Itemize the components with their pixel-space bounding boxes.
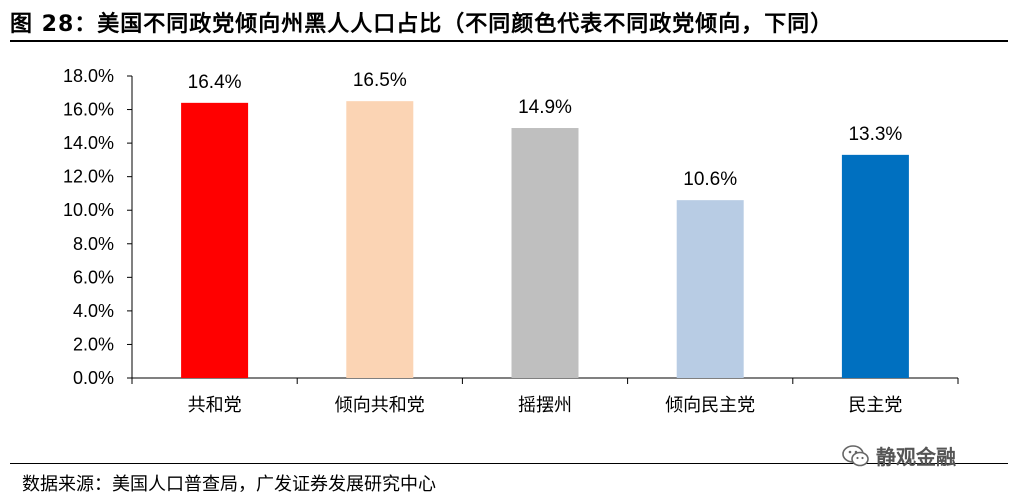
chart-title: 图 28：美国不同政党倾向州黑人人口占比（不同颜色代表不同政党倾向，下同） xyxy=(10,12,834,37)
y-tick-label: 4.0% xyxy=(73,301,114,321)
y-tick-label: 8.0% xyxy=(73,234,114,254)
y-tick-label: 14.0% xyxy=(63,133,114,153)
source-divider xyxy=(10,463,1008,464)
data-label: 13.3% xyxy=(848,124,902,145)
x-tick-label: 民主党 xyxy=(848,395,902,416)
watermark-text: 静观金融 xyxy=(876,445,956,469)
y-tick-label: 0.0% xyxy=(73,368,114,388)
y-tick-label: 16.0% xyxy=(63,100,114,120)
y-tick-label: 6.0% xyxy=(73,267,114,287)
x-tick-label: 共和党 xyxy=(188,395,242,416)
x-tick-label: 倾向民主党 xyxy=(665,395,755,416)
y-tick-label: 12.0% xyxy=(63,167,114,187)
data-label: 16.5% xyxy=(353,70,407,91)
bar xyxy=(676,200,744,378)
x-tick-label: 倾向共和党 xyxy=(335,395,425,416)
y-tick-label: 2.0% xyxy=(73,334,114,354)
data-label: 10.6% xyxy=(683,169,737,190)
watermark: 静观金融 xyxy=(842,441,956,470)
wechat-icon xyxy=(842,444,869,466)
bar xyxy=(511,128,579,378)
bar xyxy=(346,101,414,379)
y-tick-label: 18.0% xyxy=(63,66,114,86)
source-note: 数据来源：美国人口普查局，广发证券发展研究中心 xyxy=(22,474,436,495)
data-label: 16.4% xyxy=(188,72,242,93)
bar xyxy=(841,154,909,378)
x-tick-label: 摇摆州 xyxy=(518,395,572,416)
data-label: 14.9% xyxy=(518,97,572,118)
y-tick-label: 10.0% xyxy=(63,200,114,220)
title-divider xyxy=(10,40,1008,42)
bar xyxy=(181,102,249,378)
